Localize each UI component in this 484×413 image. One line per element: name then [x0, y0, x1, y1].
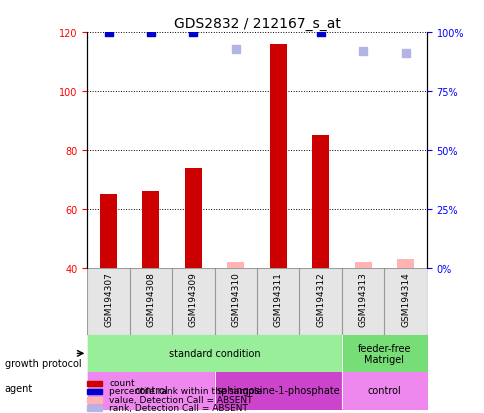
Bar — [87, 406, 102, 411]
Bar — [100, 195, 117, 268]
Text: control: control — [367, 385, 400, 395]
Title: GDS2832 / 212167_s_at: GDS2832 / 212167_s_at — [173, 17, 340, 31]
Bar — [269, 45, 286, 268]
Text: GSM194307: GSM194307 — [104, 271, 113, 326]
Text: GSM194314: GSM194314 — [400, 271, 409, 326]
Point — [401, 51, 408, 57]
Text: agent: agent — [5, 383, 33, 393]
Text: feeder-free
Matrigel: feeder-free Matrigel — [357, 343, 410, 364]
Text: rank, Detection Call = ABSENT: rank, Detection Call = ABSENT — [109, 403, 247, 412]
Bar — [227, 262, 244, 268]
Text: standard condition: standard condition — [168, 349, 260, 358]
Bar — [87, 381, 102, 387]
Bar — [142, 192, 159, 268]
Point — [274, 23, 282, 29]
Text: GSM194308: GSM194308 — [146, 271, 155, 326]
Text: GSM194311: GSM194311 — [273, 271, 282, 326]
Bar — [396, 259, 413, 268]
Bar — [184, 168, 201, 268]
Point — [316, 30, 324, 36]
Point — [105, 30, 112, 36]
Text: GSM194312: GSM194312 — [316, 271, 325, 326]
Text: sphingosine-1-phosphate: sphingosine-1-phosphate — [216, 385, 339, 395]
Bar — [354, 262, 371, 268]
Point — [189, 30, 197, 36]
Text: percentile rank within the sample: percentile rank within the sample — [109, 387, 262, 396]
Text: GSM194309: GSM194309 — [188, 271, 197, 326]
Point — [359, 48, 366, 55]
Text: GSM194313: GSM194313 — [358, 271, 367, 326]
Text: value, Detection Call = ABSENT: value, Detection Call = ABSENT — [109, 395, 252, 404]
Bar — [87, 397, 102, 403]
Bar — [312, 136, 329, 268]
Text: count: count — [109, 378, 135, 387]
Text: control: control — [134, 385, 167, 395]
Bar — [87, 389, 102, 394]
Text: growth protocol: growth protocol — [5, 358, 81, 368]
Point — [147, 30, 154, 36]
Point — [231, 46, 239, 53]
Text: GSM194310: GSM194310 — [231, 271, 240, 326]
